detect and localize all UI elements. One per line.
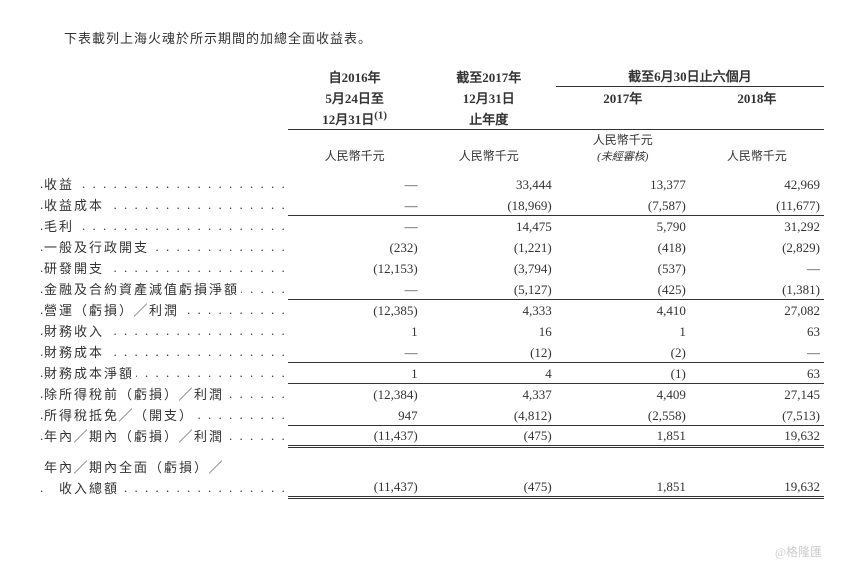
hdr-col2-l2: 12月31日 (422, 87, 556, 109)
row-total-comp-a: 年內╱期內全面（虧損）╱ (40, 456, 824, 477)
income-statement-table: 自2016年 截至2017年 截至6月30日止六個月 5月24日至 12月31日… (40, 65, 824, 499)
hdr-col2-l1: 截至2017年 (422, 65, 556, 87)
intro-text: 下表載列上海火魂於所示期間的加總全面收益表。 (64, 28, 824, 47)
hdr-span: 截至6月30日止六個月 (556, 65, 824, 87)
row-total-comp-b: 收入總額. . . . . . . . . . . . . . . . . . … (40, 477, 824, 498)
row-impairment: 金融及合約資產減值虧損淨額. . . . . . . . . . . . . .… (40, 278, 824, 299)
unit-col1: 人民幣千元 (288, 130, 422, 166)
hdr-col1-l2: 5月24日至 (288, 87, 422, 109)
row-pretax: 除所得稅前（虧損）╱利潤. . . . . . . . . . . . . . … (40, 383, 824, 404)
unit-col2: 人民幣千元 (422, 130, 556, 166)
row-fin-cost: 財務成本. . . . . . . . . . . . . . . . . . … (40, 341, 824, 362)
row-rd-exp: 研發開支. . . . . . . . . . . . . . . . . . … (40, 257, 824, 278)
row-fin-income: 財務收入. . . . . . . . . . . . . . . . . . … (40, 320, 824, 341)
unit-col4: 人民幣千元 (690, 130, 824, 166)
watermark: @格隆匯 (775, 543, 822, 560)
row-net: 年內╱期內（虧損）╱利潤. . . . . . . . . . . . . . … (40, 425, 824, 446)
row-tax: 所得稅抵免╱（開支）. . . . . . . . . . . . . . . … (40, 404, 824, 425)
hdr-col1-l3: 12月31日(1) (288, 108, 422, 130)
row-revenue: 收益. . . . . . . . . . . . . . . . . . . … (40, 173, 824, 194)
row-admin-exp: 一般及行政開支. . . . . . . . . . . . . . . . .… (40, 236, 824, 257)
unit-col3: 人民幣千元(未經審核) (556, 130, 690, 166)
hdr-col3: 2017年 (556, 87, 690, 109)
row-operating: 營運（虧損）╱利潤. . . . . . . . . . . . . . . .… (40, 299, 824, 320)
hdr-col1-l1: 自2016年 (288, 65, 422, 87)
row-gross-profit: 毛利. . . . . . . . . . . . . . . . . . . … (40, 215, 824, 236)
hdr-col2-l3: 止年度 (422, 108, 556, 130)
row-cost: 收益成本. . . . . . . . . . . . . . . . . . … (40, 194, 824, 215)
hdr-col4: 2018年 (690, 87, 824, 109)
row-fin-net: 財務成本淨額. . . . . . . . . . . . . . . . . … (40, 362, 824, 383)
